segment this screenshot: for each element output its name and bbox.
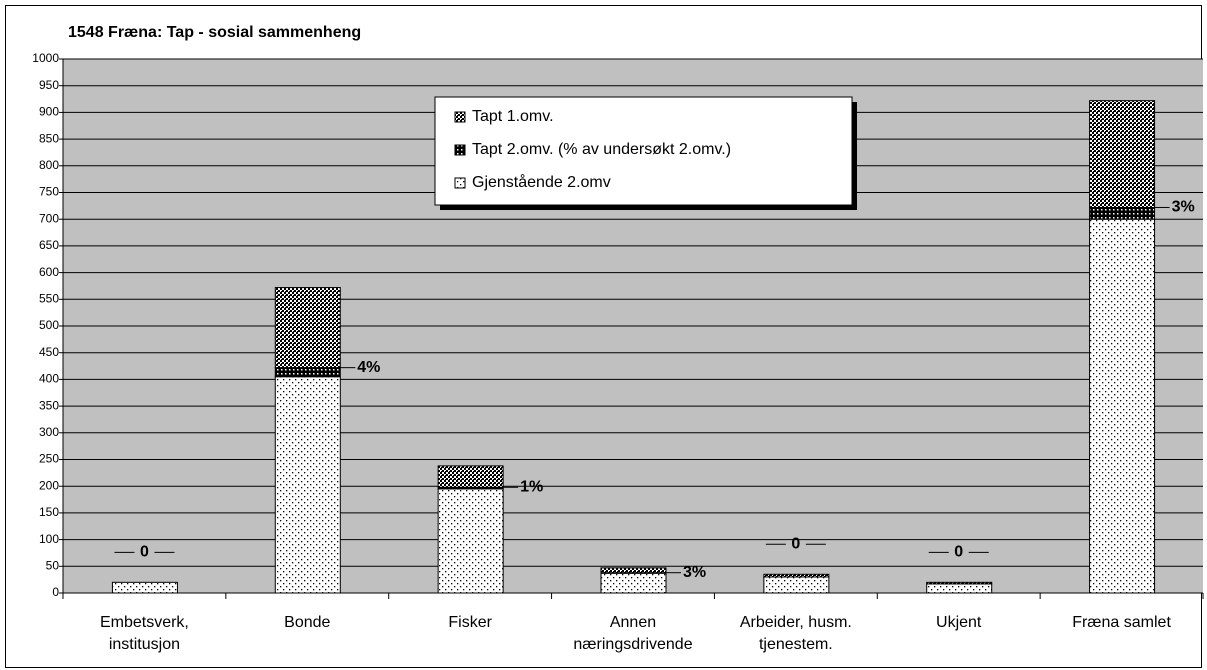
bar-segment <box>926 583 993 594</box>
annotation: 0 <box>954 544 963 561</box>
bar-segment <box>763 576 830 594</box>
bar-segment <box>111 581 178 594</box>
y-tick-label: 0 <box>52 585 59 599</box>
annotation: 0 <box>791 536 800 553</box>
bar-segment <box>1089 206 1156 220</box>
x-tick-label: Fisker <box>448 614 492 631</box>
bar-segment <box>437 465 504 488</box>
annotation: 4% <box>357 359 380 376</box>
y-tick-label: 50 <box>46 558 60 572</box>
bar-segment <box>600 567 667 574</box>
bar-segment <box>1089 100 1156 208</box>
legend-label: Tapt 1.omv. <box>472 108 554 125</box>
y-tick-label: 850 <box>39 131 59 145</box>
x-tick-label: Fræna samlet <box>1072 614 1171 631</box>
y-tick-label: 350 <box>39 398 59 412</box>
x-tick-label: Ukjent <box>936 614 982 631</box>
y-tick-label: 900 <box>39 105 59 119</box>
y-tick-label: 550 <box>39 291 59 305</box>
annotation: 3% <box>683 564 706 581</box>
y-tick-label: 300 <box>39 425 59 439</box>
y-tick-label: 150 <box>39 505 59 519</box>
bar-segment <box>437 488 504 594</box>
y-tick-label: 750 <box>39 185 59 199</box>
annotation: 3% <box>1172 199 1195 216</box>
annotation: 1% <box>520 478 543 495</box>
legend-label: Gjenstående 2.omv <box>472 173 611 191</box>
legend-swatch <box>454 177 466 189</box>
x-tick-label: Bonde <box>284 614 331 631</box>
x-tick-label: Embetsverk, institusjon <box>99 614 189 653</box>
legend-box <box>434 96 853 206</box>
y-tick-label: 250 <box>39 452 59 466</box>
bar-segment <box>1089 218 1156 594</box>
x-tick-label: Annen næringsdrivende <box>573 614 693 653</box>
bar-segment <box>274 376 341 594</box>
chart-title: 1548 Fræna: Tap - sosial sammenheng <box>68 24 361 41</box>
bar-segment <box>763 573 830 578</box>
y-tick-label: 200 <box>39 478 59 492</box>
y-tick-label: 600 <box>39 265 59 279</box>
bar-segment <box>926 581 993 585</box>
bar-segment <box>274 287 341 369</box>
y-tick-label: 700 <box>39 211 59 225</box>
legend-swatch <box>454 111 466 123</box>
bar-segment <box>600 572 667 594</box>
y-tick-label: 800 <box>39 158 59 172</box>
annotation: 0 <box>140 544 149 561</box>
y-tick-label: 650 <box>39 238 59 252</box>
y-tick-label: 1000 <box>32 51 59 65</box>
y-tick-label: 450 <box>39 345 59 359</box>
y-tick-label: 400 <box>39 372 59 386</box>
x-tick-label: Arbeider, husm. tjenestem. <box>739 614 852 653</box>
bar-segment <box>274 367 341 378</box>
y-tick-label: 500 <box>39 318 59 332</box>
legend-swatch <box>454 144 466 156</box>
legend-label: Tapt 2.omv. (% av undersøkt 2.omv.) <box>472 141 731 158</box>
y-tick-label: 950 <box>39 78 59 92</box>
y-tick-label: 100 <box>39 532 59 546</box>
